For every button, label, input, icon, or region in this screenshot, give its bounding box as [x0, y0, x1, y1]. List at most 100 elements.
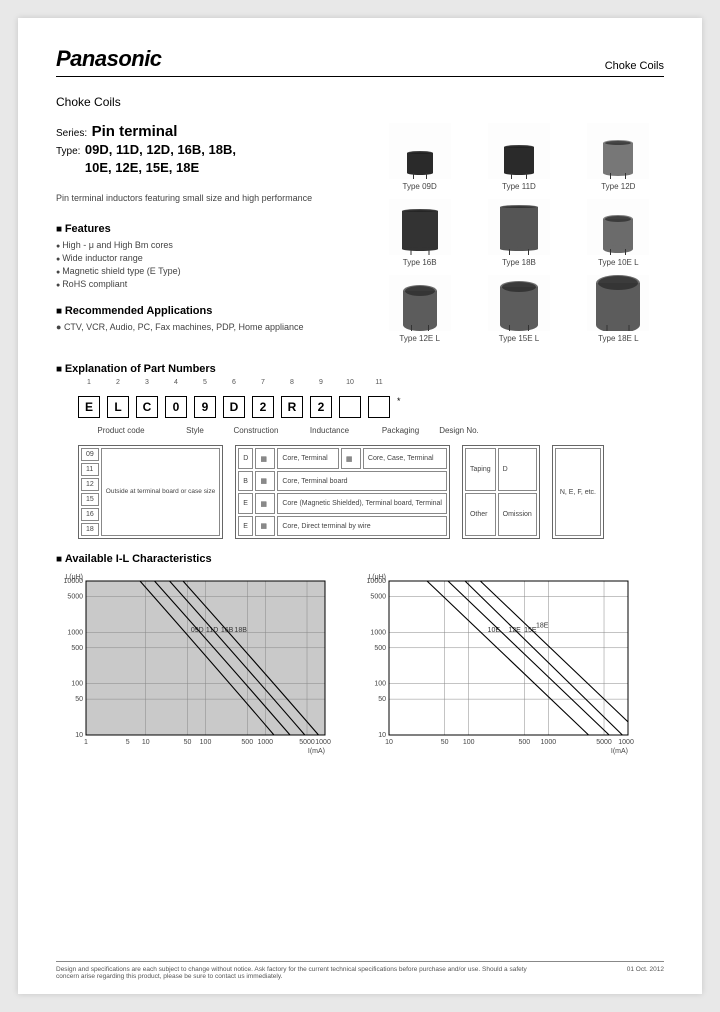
component: Type 15E L — [473, 275, 564, 343]
pn-explain-tables: 09Outside at terminal board or case size… — [78, 445, 664, 539]
partnum-heading: Explanation of Part Numbers — [56, 363, 664, 375]
svg-text:10E: 10E — [488, 627, 501, 634]
characteristics-section: Available I-L Characteristics 1 5 10 50 100 5… — [56, 553, 664, 757]
type-list-2: 10E, 12E, 15E, 18E — [85, 160, 199, 175]
feature-item: Magnetic shield type (E Type) — [56, 265, 346, 278]
pn-box: C — [136, 396, 158, 418]
pn-box: 2 — [310, 396, 332, 418]
svg-text:5000: 5000 — [596, 739, 612, 746]
chart: 1050100500100050001000010501005001000500… — [359, 571, 634, 757]
svg-text:500: 500 — [519, 739, 531, 746]
pn-box: R — [281, 396, 303, 418]
svg-text:500: 500 — [241, 739, 253, 746]
header: Panasonic Choke Coils — [56, 46, 664, 77]
component: Type 16B — [374, 199, 465, 267]
component: Type 09D — [374, 123, 465, 191]
pn-labels: Product code Style Construction Inductan… — [78, 422, 664, 435]
svg-text:1000: 1000 — [257, 739, 273, 746]
svg-text:18E: 18E — [536, 623, 549, 630]
characteristics-heading: Available I-L Characteristics — [56, 553, 664, 565]
pn-box — [368, 396, 390, 418]
header-category: Choke Coils — [605, 60, 664, 72]
feature-item: Wide inductor range — [56, 252, 346, 265]
component-label: Type 10E L — [598, 258, 638, 267]
component-label: Type 11D — [502, 182, 536, 191]
svg-text:09D: 09D — [191, 627, 204, 634]
brand-logo: Panasonic — [56, 46, 162, 72]
feature-item: High - μ and High Bm cores — [56, 239, 346, 252]
pn-box: L — [107, 396, 129, 418]
pn-boxes: ELC09D2R2* — [78, 396, 664, 418]
svg-text:10000: 10000 — [315, 739, 331, 746]
svg-text:5000: 5000 — [370, 594, 386, 601]
svg-text:10: 10 — [378, 732, 386, 739]
style-table: 09Outside at terminal board or case size… — [78, 445, 223, 539]
component-label: Type 12D — [601, 182, 635, 191]
subtitle: Choke Coils — [56, 95, 664, 109]
features-list: High - μ and High Bm cores Wide inductor… — [56, 239, 346, 292]
pn-index-row: 1234567891011 — [78, 379, 664, 386]
footer-date: 01 Oct. 2012 — [627, 966, 664, 980]
footer: Design and specifications are each subje… — [56, 961, 664, 980]
svg-text:L(μH): L(μH) — [65, 574, 83, 581]
component-label: Type 12E L — [399, 334, 439, 343]
component-grid: Type 09D Type 11D Type 12D Type 16B Type… — [374, 123, 664, 343]
svg-text:100: 100 — [463, 739, 475, 746]
construction-table: D▦Core, Terminal▦Core, Case, Terminal B▦… — [235, 445, 450, 539]
component-label: Type 15E L — [499, 334, 539, 343]
type-label: Type: — [56, 146, 80, 157]
footer-disclaimer: Design and specifications are each subje… — [56, 966, 542, 980]
svg-text:10: 10 — [75, 732, 83, 739]
chart: 1510501005001000500010000105010050010005… — [56, 571, 331, 757]
svg-text:100: 100 — [374, 681, 386, 688]
pn-box: D — [223, 396, 245, 418]
svg-text:10000: 10000 — [618, 739, 634, 746]
svg-text:1000: 1000 — [67, 630, 83, 637]
component: Type 12D — [573, 123, 664, 191]
series-block: Series: Pin terminal Type: 09D, 11D, 12D… — [56, 123, 346, 177]
features-heading: Features — [56, 223, 346, 235]
component-label: Type 09D — [403, 182, 437, 191]
svg-text:L(μH): L(μH) — [368, 574, 386, 581]
pn-box: 0 — [165, 396, 187, 418]
component: Type 18B — [473, 199, 564, 267]
svg-text:11D: 11D — [206, 627, 218, 634]
svg-text:50: 50 — [75, 697, 83, 704]
type-list-1: 09D, 11D, 12D, 16B, 18B, — [85, 142, 236, 157]
series-name: Pin terminal — [92, 123, 178, 140]
pn-box — [339, 396, 361, 418]
svg-text:1000: 1000 — [541, 739, 557, 746]
svg-text:I(mA): I(mA) — [308, 748, 325, 755]
applications-text: ● CTV, VCR, Audio, PC, Fax machines, PDP… — [56, 321, 346, 333]
applications-heading: Recommended Applications — [56, 305, 346, 317]
svg-text:18B: 18B — [234, 627, 247, 634]
component: Type 12E L — [374, 275, 465, 343]
svg-text:10: 10 — [385, 739, 393, 746]
svg-text:500: 500 — [71, 645, 83, 652]
svg-text:500: 500 — [374, 645, 386, 652]
component-label: Type 18B — [502, 258, 536, 267]
svg-text:5000: 5000 — [67, 594, 83, 601]
component-label: Type 16B — [403, 258, 437, 267]
svg-text:1000: 1000 — [370, 630, 386, 637]
design-table: N, E, F, etc. — [552, 445, 604, 539]
pn-box: 2 — [252, 396, 274, 418]
component: Type 18E L — [573, 275, 664, 343]
packaging-table: TapingD OtherOmission — [462, 445, 540, 539]
svg-text:I(mA): I(mA) — [611, 748, 628, 755]
svg-text:1: 1 — [84, 739, 88, 746]
series-label: Series: — [56, 128, 87, 139]
component: Type 11D — [473, 123, 564, 191]
pn-box: 9 — [194, 396, 216, 418]
svg-text:50: 50 — [378, 697, 386, 704]
svg-text:100: 100 — [71, 681, 83, 688]
svg-text:50: 50 — [184, 739, 192, 746]
component-label: Type 18E L — [598, 334, 638, 343]
feature-item: RoHS compliant — [56, 278, 346, 291]
svg-text:100: 100 — [200, 739, 212, 746]
charts-row: 1510501005001000500010000105010050010005… — [56, 571, 664, 757]
svg-text:5000: 5000 — [299, 739, 315, 746]
component: Type 10E L — [573, 199, 664, 267]
svg-text:5: 5 — [126, 739, 130, 746]
pn-box: E — [78, 396, 100, 418]
